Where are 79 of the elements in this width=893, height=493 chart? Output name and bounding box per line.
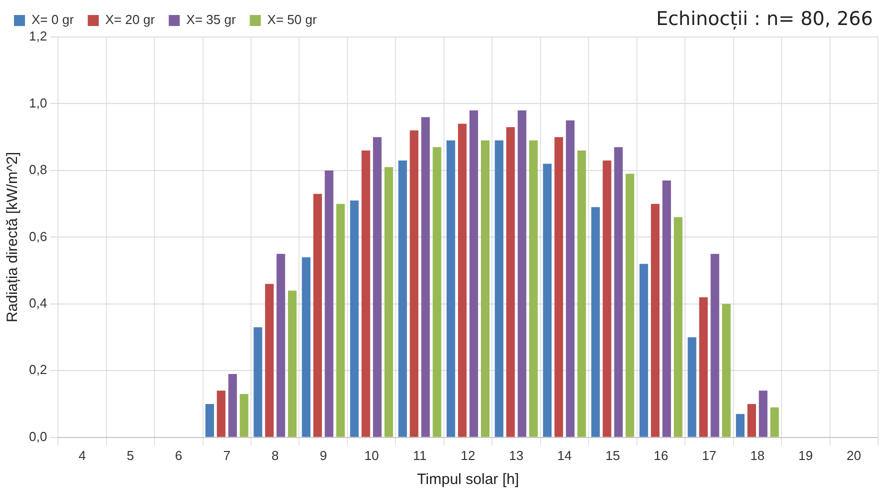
chart-title: Echinocții : n= 80, 266 <box>656 8 873 30</box>
bar <box>336 204 345 437</box>
legend-label: X= 35 gr <box>186 12 236 28</box>
x-tick-label: 6 <box>175 448 182 463</box>
bar <box>432 147 442 437</box>
x-tick-label: 4 <box>78 448 86 463</box>
y-tick-label: 1,2 <box>28 28 48 44</box>
bar <box>313 194 322 437</box>
bar <box>639 264 648 437</box>
x-tick-label: 18 <box>750 448 765 463</box>
y-tick-label: 0,6 <box>28 228 48 244</box>
bar <box>205 404 214 437</box>
bar <box>529 140 538 437</box>
x-tick-label: 11 <box>413 448 427 463</box>
bar <box>480 140 490 437</box>
bar <box>518 110 526 437</box>
bar <box>699 297 708 437</box>
bar <box>446 140 456 437</box>
bar <box>362 150 370 437</box>
x-tick-label: 20 <box>846 448 862 463</box>
x-tick-label: 15 <box>605 448 620 463</box>
bar <box>324 170 334 437</box>
bar <box>384 167 394 437</box>
bar <box>228 374 237 437</box>
y-tick-label: 0,0 <box>28 428 48 444</box>
bar <box>710 254 720 437</box>
x-tick-label: 8 <box>271 448 279 463</box>
bar <box>758 390 768 437</box>
x-axis-title: Timpul solar [h] <box>417 471 520 488</box>
bar <box>736 414 745 437</box>
y-tick-label: 1,0 <box>28 95 48 110</box>
bar <box>566 120 575 437</box>
bar <box>770 407 779 437</box>
bar <box>577 150 586 437</box>
bar <box>722 304 731 437</box>
legend-label: X= 20 gr <box>105 12 156 28</box>
bar <box>688 337 696 437</box>
bar <box>650 204 660 437</box>
x-tick-label: 12 <box>460 448 476 463</box>
x-tick-label: 5 <box>126 448 134 463</box>
x-tick-label: 17 <box>702 448 716 463</box>
x-tick-label: 16 <box>654 448 668 463</box>
bar <box>662 180 671 437</box>
y-tick-label: 0,8 <box>28 162 48 178</box>
bar <box>674 217 682 437</box>
bar <box>506 127 515 437</box>
x-tick-label: 13 <box>509 448 524 463</box>
bar <box>458 124 467 437</box>
legend-label: X= 0 gr <box>32 12 74 28</box>
bar <box>288 290 297 437</box>
bar <box>265 284 274 437</box>
bar <box>302 257 310 437</box>
bar <box>747 404 756 437</box>
bar <box>554 137 564 437</box>
y-tick-label: 0,2 <box>28 362 48 378</box>
bar <box>276 254 286 437</box>
bar <box>216 390 226 437</box>
bar <box>591 207 600 437</box>
bar <box>421 117 430 437</box>
bar <box>350 200 359 437</box>
y-tick-label: 0,4 <box>28 296 48 311</box>
bar <box>240 394 248 437</box>
bar <box>626 174 634 437</box>
bar <box>410 130 418 437</box>
legend-label: X= 50 gr <box>267 12 318 28</box>
bar <box>398 160 407 437</box>
x-tick-label: 14 <box>557 448 572 463</box>
x-tick-label: 10 <box>364 448 379 463</box>
bar <box>469 110 478 437</box>
x-tick-label: 9 <box>320 448 327 463</box>
bar <box>614 147 623 437</box>
x-tick-label: 19 <box>798 448 813 463</box>
bar <box>254 327 262 437</box>
bar <box>373 137 382 437</box>
y-axis-title: Radiația directă [kW/m^2] <box>4 152 22 322</box>
x-tick-label: 7 <box>223 448 230 463</box>
bar <box>602 160 612 437</box>
bar <box>543 164 552 437</box>
bar <box>494 140 504 437</box>
